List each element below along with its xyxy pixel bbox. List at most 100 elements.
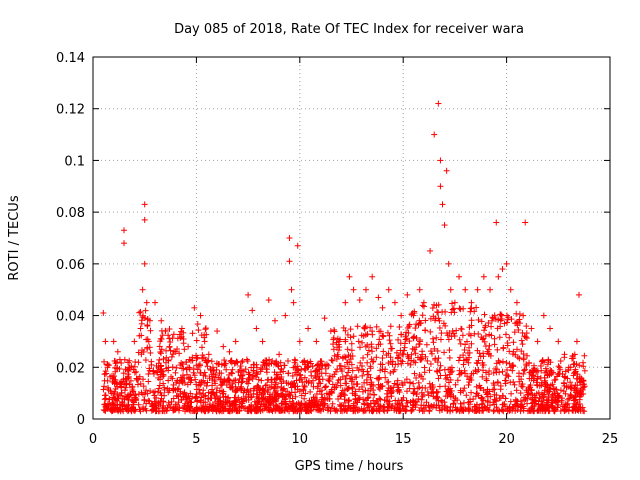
data-point (129, 386, 136, 393)
data-point (542, 406, 549, 413)
data-point (318, 370, 325, 377)
data-point (578, 375, 585, 382)
data-point (415, 395, 422, 402)
data-point (352, 388, 359, 395)
data-point (437, 157, 444, 164)
data-point (137, 380, 144, 387)
data-point (141, 390, 148, 397)
y-tick-label: 0 (77, 413, 85, 428)
data-point (466, 344, 473, 351)
data-point (509, 367, 516, 374)
data-point (317, 405, 324, 412)
data-point (456, 273, 463, 280)
data-point (519, 341, 526, 348)
data-point (344, 385, 351, 392)
data-point (450, 305, 457, 312)
data-point (364, 368, 371, 375)
data-point (138, 389, 145, 396)
data-point (563, 401, 570, 408)
data-point (276, 351, 283, 358)
data-point (549, 391, 556, 398)
data-point (411, 385, 418, 392)
data-point (301, 358, 308, 365)
data-point (213, 360, 220, 367)
data-point (528, 387, 535, 394)
data-point (413, 321, 420, 328)
data-point (133, 376, 140, 383)
data-point (376, 395, 383, 402)
data-point (359, 366, 366, 373)
data-point (101, 377, 108, 384)
data-point (362, 387, 369, 394)
data-point (201, 408, 208, 415)
data-point (427, 328, 434, 335)
data-point (132, 396, 139, 403)
data-point (125, 368, 132, 375)
data-point (383, 397, 390, 404)
data-point (220, 388, 227, 395)
data-point (283, 405, 290, 412)
data-point (310, 394, 317, 401)
data-point (581, 383, 588, 390)
data-point (335, 341, 342, 348)
data-point (446, 330, 453, 337)
data-point (436, 383, 443, 390)
data-point (204, 363, 211, 370)
data-point (474, 401, 481, 408)
data-point (156, 343, 163, 350)
data-point (549, 381, 556, 388)
data-point (412, 325, 419, 332)
data-point (165, 389, 172, 396)
data-point (212, 374, 219, 381)
data-point (148, 400, 155, 407)
data-point (181, 404, 188, 411)
data-point (294, 242, 301, 249)
data-point (281, 385, 288, 392)
data-point (390, 368, 397, 375)
x-tick-label: 10 (292, 432, 309, 447)
data-point (110, 338, 117, 345)
data-point (497, 311, 504, 318)
data-point (514, 406, 521, 413)
data-point (574, 391, 581, 398)
data-point (369, 328, 376, 335)
data-point (446, 347, 453, 354)
data-point (495, 316, 502, 323)
data-point (189, 330, 196, 337)
data-point (447, 369, 454, 376)
y-tick-label: 0.1 (64, 154, 85, 169)
data-point (506, 360, 513, 367)
data-point (214, 385, 221, 392)
data-point (567, 393, 574, 400)
data-point (342, 327, 349, 334)
data-point (181, 346, 188, 353)
data-point (149, 407, 156, 414)
data-point (553, 373, 560, 380)
data-point (311, 396, 318, 403)
data-point (450, 330, 457, 337)
data-point (147, 327, 154, 334)
data-point (410, 389, 417, 396)
data-point (362, 286, 369, 293)
data-point (564, 375, 571, 382)
data-point (162, 405, 169, 412)
data-point (160, 356, 167, 363)
data-point (142, 357, 149, 364)
data-point (241, 387, 248, 394)
data-point (342, 299, 349, 306)
data-point (326, 372, 333, 379)
data-point (432, 356, 439, 363)
data-point (142, 307, 149, 314)
data-point (169, 351, 176, 358)
data-point (463, 392, 470, 399)
data-point (307, 358, 314, 365)
data-point (460, 387, 467, 394)
data-point (350, 400, 357, 407)
data-point (557, 408, 564, 415)
data-point (418, 402, 425, 409)
data-point (465, 359, 472, 366)
data-point (419, 312, 426, 319)
data-point (361, 408, 368, 415)
data-point (179, 365, 186, 372)
data-point (431, 345, 438, 352)
